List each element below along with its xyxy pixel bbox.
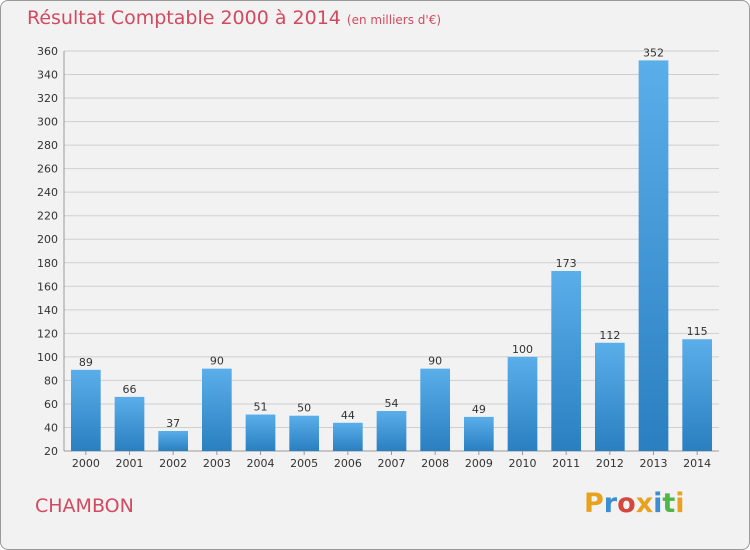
chart-title: Résultat Comptable 2000 à 2014 — [27, 7, 341, 29]
bar — [114, 396, 145, 451]
x-tick-label: 2003 — [203, 457, 231, 470]
y-tick-label: 20 — [44, 445, 58, 458]
x-tick-label: 2001 — [116, 457, 144, 470]
y-tick-label: 300 — [37, 116, 58, 129]
bar-value-label: 51 — [254, 401, 268, 414]
y-tick-label: 360 — [37, 45, 58, 58]
bar — [638, 60, 669, 451]
bar — [158, 431, 189, 451]
bar-value-label: 112 — [599, 329, 620, 342]
logo-letter: i — [675, 488, 685, 519]
bar — [551, 271, 582, 451]
bar — [420, 368, 451, 451]
logo-letter: o — [617, 488, 636, 519]
bar-value-label: 89 — [79, 356, 93, 369]
y-tick-label: 260 — [37, 163, 58, 176]
bar-value-label: 66 — [123, 383, 137, 396]
commune-name: CHAMBON — [35, 495, 134, 517]
x-tick-label: 2011 — [552, 457, 580, 470]
y-tick-label: 180 — [37, 257, 58, 270]
x-tick-label: 2009 — [465, 457, 493, 470]
bar-value-label: 173 — [556, 257, 577, 270]
bar-value-label: 44 — [341, 409, 355, 422]
bar — [70, 369, 101, 451]
bar-value-label: 50 — [297, 402, 311, 415]
y-tick-label: 160 — [37, 280, 58, 293]
y-tick-label: 320 — [37, 92, 58, 105]
x-tick-label: 2008 — [421, 457, 449, 470]
x-tick-label: 2005 — [290, 457, 318, 470]
bar-value-label: 37 — [166, 417, 180, 430]
bar-value-label: 54 — [385, 397, 399, 410]
bar-value-label: 352 — [643, 46, 664, 59]
x-tick-label: 2000 — [72, 457, 100, 470]
bar — [332, 422, 363, 451]
x-tick-label: 2010 — [509, 457, 537, 470]
x-tick-label: 2006 — [334, 457, 362, 470]
logo-letter: t — [662, 488, 676, 519]
logo-letter: i — [653, 488, 663, 519]
x-tick-label: 2013 — [640, 457, 668, 470]
y-tick-label: 80 — [44, 374, 58, 387]
y-tick-label: 40 — [44, 421, 58, 434]
bar — [289, 415, 320, 451]
y-tick-label: 220 — [37, 210, 58, 223]
bar-value-label: 90 — [210, 355, 224, 368]
y-tick-label: 340 — [37, 69, 58, 82]
x-tick-label: 2012 — [596, 457, 624, 470]
bar — [376, 411, 407, 451]
bar — [201, 368, 232, 451]
y-tick-label: 120 — [37, 327, 58, 340]
x-tick-label: 2002 — [159, 457, 187, 470]
bar-value-label: 115 — [687, 325, 708, 338]
y-tick-label: 100 — [37, 351, 58, 364]
bar — [463, 416, 494, 451]
chart-unit: (en milliers d'€) — [346, 13, 442, 27]
x-tick-label: 2004 — [247, 457, 275, 470]
bar — [507, 356, 538, 451]
logo-letter: x — [635, 488, 654, 519]
proxiti-logo: Proxiti — [584, 488, 685, 519]
x-tick-label: 2007 — [378, 457, 406, 470]
y-tick-label: 200 — [37, 233, 58, 246]
y-tick-label: 280 — [37, 139, 58, 152]
y-tick-label: 60 — [44, 398, 58, 411]
bar — [594, 342, 625, 451]
x-tick-label: 2014 — [683, 457, 711, 470]
bar — [245, 414, 276, 451]
y-tick-label: 240 — [37, 186, 58, 199]
bar-value-label: 100 — [512, 343, 533, 356]
title-row: Résultat Comptable 2000 à 2014 (en millie… — [27, 7, 441, 29]
bar-value-label: 90 — [428, 355, 442, 368]
bar — [682, 339, 713, 451]
y-tick-label: 140 — [37, 304, 58, 317]
bar-value-label: 49 — [472, 403, 486, 416]
logo-letter: P — [584, 488, 604, 519]
logo-letter: r — [603, 488, 618, 519]
